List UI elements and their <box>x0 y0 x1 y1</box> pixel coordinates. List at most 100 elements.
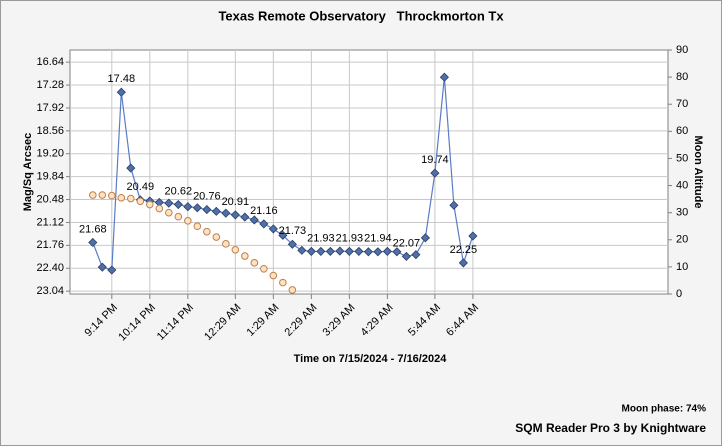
moon-point <box>174 212 183 221</box>
sqm-point <box>420 233 430 243</box>
sqm-point <box>249 215 259 225</box>
moon-point <box>184 217 192 225</box>
y2-tick-label: 50 <box>676 152 688 164</box>
plot-area <box>69 49 669 295</box>
moon-point <box>260 264 268 273</box>
moon-point <box>89 191 97 199</box>
y2-tick-label: 90 <box>676 44 688 56</box>
data-label: 21.93 <box>336 232 364 244</box>
sqm-point <box>468 231 478 241</box>
y2-tick-label: 40 <box>676 179 688 191</box>
y-tick-label: 23.04 <box>36 285 64 297</box>
moon-point <box>117 193 126 202</box>
y-tick-label: 21.12 <box>36 216 64 228</box>
sqm-point <box>107 265 117 275</box>
data-label: 21.93 <box>307 232 335 244</box>
sqm-point <box>392 247 402 257</box>
data-label: 22.25 <box>450 244 478 256</box>
y-tick-label: 16.64 <box>36 56 64 68</box>
data-label: 20.49 <box>127 181 155 193</box>
sqm-point <box>259 219 269 229</box>
moon-point <box>203 227 211 236</box>
data-label: 22.07 <box>393 237 421 249</box>
y2-tick-label: 60 <box>676 125 688 137</box>
moon-point <box>146 200 154 209</box>
sqm-point <box>430 168 440 178</box>
data-label: 19.74 <box>421 154 449 166</box>
sqm-point <box>363 247 373 257</box>
data-label: 21.68 <box>79 223 107 235</box>
y-tick-label: 19.20 <box>36 148 64 160</box>
sqm-point <box>202 205 212 215</box>
y2-tick-label: 10 <box>676 261 688 273</box>
moon-phase: Moon phase: 74% <box>622 404 707 415</box>
y-axis-label: Mag/Sq Arcsec <box>22 133 34 211</box>
y2-tick-label: 0 <box>676 288 682 300</box>
moon-point <box>98 191 107 199</box>
sqm-point <box>88 237 98 248</box>
sqm-point <box>458 258 468 268</box>
sqm-point <box>116 87 126 97</box>
moon-point <box>155 204 164 213</box>
y-tick-label: 17.28 <box>36 79 64 91</box>
data-label: 20.91 <box>222 196 250 208</box>
sqm-point <box>401 251 411 261</box>
y-tick-label: 17.92 <box>36 102 64 114</box>
x-axis-label: Time on 7/15/2024 - 7/16/2024 <box>294 353 448 365</box>
moon-point <box>241 252 249 260</box>
moon-point <box>108 191 116 200</box>
moon-point <box>222 240 230 248</box>
data-label: 21.73 <box>279 225 307 237</box>
sqm-point <box>230 210 240 220</box>
sqm-point <box>325 246 335 256</box>
sqm-point <box>192 203 202 213</box>
sqm-point <box>126 163 136 173</box>
sqm-point <box>211 206 221 216</box>
y-tick-label: 18.56 <box>36 125 64 137</box>
y-tick-label: 20.48 <box>36 193 64 205</box>
moon-point <box>136 197 145 206</box>
sqm-point <box>344 246 354 256</box>
moon-point <box>212 233 221 241</box>
y2-tick-label: 80 <box>676 71 688 83</box>
sqm-point <box>316 246 326 256</box>
moon-point <box>127 194 135 203</box>
data-label: 21.94 <box>364 233 392 245</box>
chart-title: Texas Remote Observatory Throckmorton Tx <box>218 8 504 23</box>
sqm-point <box>240 212 250 222</box>
moon-point <box>193 222 202 231</box>
sqm-point <box>287 239 297 249</box>
sqm-point <box>183 202 193 212</box>
y-tick-label: 21.76 <box>36 239 64 251</box>
y-tick-label: 22.40 <box>36 262 64 274</box>
moon-point <box>279 278 287 287</box>
sqm-point <box>97 262 107 272</box>
data-label: 21.16 <box>250 205 278 217</box>
data-label: 20.62 <box>165 185 193 197</box>
y2-axis-label: Moon Altitude <box>692 136 704 209</box>
y2-tick-label: 70 <box>676 98 688 110</box>
sqm-point <box>268 224 278 234</box>
moon-point <box>288 286 297 294</box>
moon-point <box>269 271 278 280</box>
sqm-point <box>373 247 383 257</box>
sqm-point <box>439 72 449 82</box>
y2-tick-label: 20 <box>676 234 688 246</box>
sqm-point <box>411 250 421 260</box>
sqm-point <box>164 198 174 208</box>
y-tick-label: 19.84 <box>36 171 64 183</box>
data-label: 20.76 <box>193 190 221 202</box>
moon-point <box>250 259 259 267</box>
sqm-point <box>354 246 364 256</box>
sqm-point <box>382 246 392 256</box>
y2-tick-label: 30 <box>676 207 688 219</box>
sqm-point <box>335 246 345 256</box>
credit: SQM Reader Pro 3 by Knightware <box>515 421 706 435</box>
sqm-point <box>449 200 459 210</box>
sqm-point <box>221 208 231 218</box>
moon-point <box>231 246 240 254</box>
sqm-point <box>173 199 183 210</box>
sqm-point <box>306 246 316 256</box>
data-label: 17.48 <box>108 73 136 85</box>
